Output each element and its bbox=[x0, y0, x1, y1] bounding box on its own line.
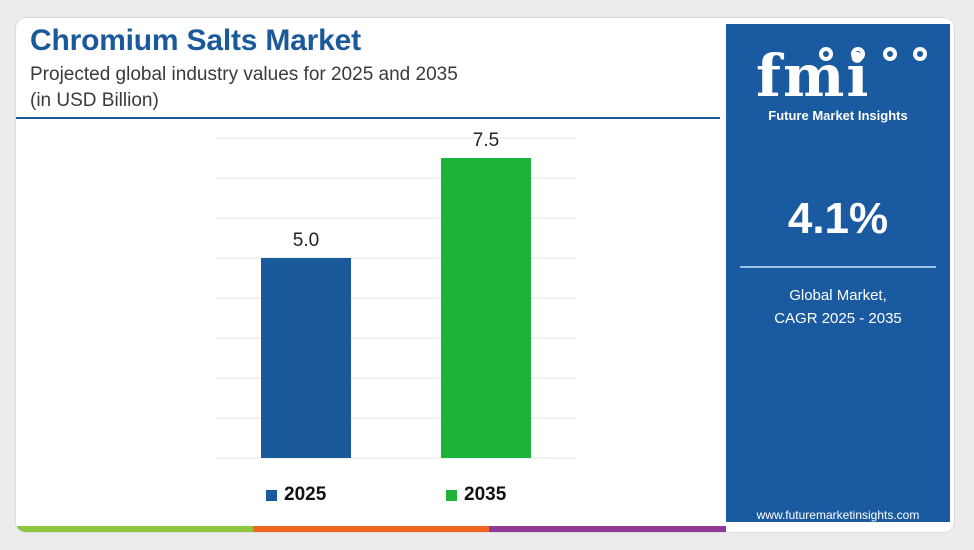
website-link[interactable]: www.futuremarketinsights.com bbox=[756, 508, 920, 522]
page-title: Chromium Salts Market bbox=[30, 24, 361, 57]
logo-letters: fmi bbox=[756, 42, 871, 110]
logo-company-name: Future Market Insights bbox=[768, 108, 908, 123]
legend-swatch-2025 bbox=[266, 490, 277, 501]
subtitle: Projected global industry values for 202… bbox=[30, 62, 458, 114]
subtitle-line-2: (in USD Billion) bbox=[30, 90, 159, 111]
infographic-card: Chromium Salts Market Projected global i… bbox=[16, 18, 954, 532]
cagr-value: 4.1% bbox=[787, 194, 889, 243]
cagr-caption-line-1: Global Market, bbox=[789, 287, 887, 304]
bar-chart: 5.0 7.5 2025 2035 bbox=[216, 130, 576, 505]
subtitle-line-1: Projected global industry values for 202… bbox=[30, 64, 458, 85]
panel-divider bbox=[740, 266, 936, 268]
data-label-2025: 5.0 bbox=[293, 230, 319, 251]
title-divider bbox=[16, 117, 720, 119]
strip-segment-2 bbox=[252, 526, 490, 532]
data-label-2035: 7.5 bbox=[473, 130, 499, 151]
bottom-color-strip bbox=[16, 526, 727, 532]
bar-2035 bbox=[441, 158, 531, 458]
legend-label-2035: 2035 bbox=[464, 484, 507, 505]
strip-segment-1 bbox=[16, 526, 253, 532]
legend-label-2025: 2025 bbox=[284, 484, 327, 505]
cagr-panel: fmi Future Market Insights 4.1% Global M… bbox=[726, 24, 950, 522]
logo-icons bbox=[819, 47, 927, 61]
bar-2025 bbox=[261, 258, 351, 458]
cagr-caption-line-2: CAGR 2025 - 2035 bbox=[774, 310, 902, 327]
strip-segment-3 bbox=[489, 526, 727, 532]
legend-swatch-2035 bbox=[446, 490, 457, 501]
cagr-caption: Global Market, CAGR 2025 - 2035 bbox=[726, 284, 950, 330]
fmi-logo: fmi Future Market Insights bbox=[726, 24, 950, 134]
